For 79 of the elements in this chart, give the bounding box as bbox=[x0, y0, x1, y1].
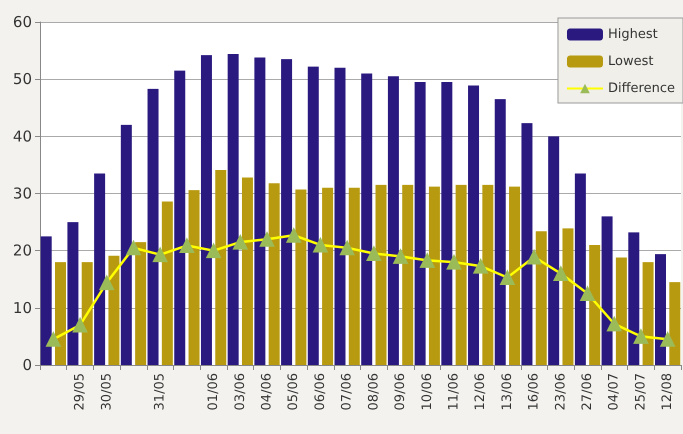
x-tick-label: 23/06 bbox=[553, 373, 568, 410]
bar bbox=[654, 254, 666, 365]
bar bbox=[376, 184, 387, 365]
bar bbox=[148, 88, 159, 365]
x-tick-label: 29/05 bbox=[72, 373, 88, 410]
x-tick-label: 13/06 bbox=[500, 373, 515, 410]
bar bbox=[94, 173, 106, 365]
bar bbox=[281, 59, 292, 365]
x-tick-label: 31/05 bbox=[152, 373, 168, 410]
y-tick-label: 30 bbox=[12, 184, 32, 202]
x-tick-label: 01/06 bbox=[206, 373, 222, 410]
y-tick-label: 20 bbox=[12, 242, 32, 260]
bar bbox=[135, 242, 146, 365]
bar bbox=[428, 186, 440, 365]
bar bbox=[120, 124, 132, 365]
bar bbox=[108, 256, 120, 365]
bar bbox=[67, 222, 78, 365]
bar bbox=[468, 85, 480, 365]
bar bbox=[308, 66, 319, 365]
bar bbox=[616, 258, 627, 365]
bar bbox=[174, 70, 186, 365]
bar bbox=[548, 136, 560, 365]
bar bbox=[40, 236, 52, 365]
bar bbox=[348, 188, 360, 365]
bar bbox=[334, 68, 346, 365]
bar bbox=[295, 190, 306, 365]
bar bbox=[200, 55, 212, 365]
bar bbox=[215, 170, 226, 365]
bar bbox=[589, 244, 600, 365]
bar bbox=[482, 184, 494, 365]
bar bbox=[242, 177, 253, 365]
x-tick-label: 09/06 bbox=[393, 373, 408, 410]
bar bbox=[268, 183, 280, 365]
x-tick-label: 05/06 bbox=[286, 373, 302, 410]
y-tick-label: 60 bbox=[12, 13, 32, 31]
bar bbox=[521, 123, 532, 365]
x-tick-label: 08/06 bbox=[366, 373, 382, 410]
x-tick-label: 03/06 bbox=[232, 373, 248, 410]
y-tick-label: 40 bbox=[12, 127, 32, 146]
bar bbox=[602, 216, 613, 365]
bar bbox=[162, 202, 173, 365]
x-tick-label: 11/06 bbox=[446, 373, 462, 410]
x-tick-label: 25/07 bbox=[633, 373, 648, 410]
x-tick-label: 07/06 bbox=[340, 373, 355, 410]
bar bbox=[82, 262, 93, 365]
x-tick-label: 12/06 bbox=[473, 373, 488, 410]
x-tick-label: 04/06 bbox=[260, 373, 275, 410]
bar bbox=[669, 282, 680, 365]
legend-label: Highest bbox=[608, 27, 658, 42]
bar bbox=[441, 82, 452, 365]
legend-label: Difference bbox=[608, 81, 676, 96]
bar bbox=[536, 231, 547, 365]
y-tick-label: 0 bbox=[22, 356, 32, 374]
bar bbox=[562, 228, 574, 365]
bar bbox=[188, 190, 200, 365]
bar bbox=[402, 184, 414, 365]
bar bbox=[456, 184, 467, 365]
bar bbox=[388, 76, 399, 365]
bar bbox=[228, 54, 239, 365]
legend-label: Lowest bbox=[608, 54, 654, 69]
x-tick-label: 27/06 bbox=[580, 373, 596, 410]
x-tick-label: 06/06 bbox=[312, 373, 328, 410]
x-tick-label: 04/07 bbox=[606, 373, 622, 410]
bar bbox=[254, 57, 266, 365]
bar bbox=[574, 173, 586, 365]
bar bbox=[628, 232, 640, 365]
x-tick-label: 30/05 bbox=[99, 373, 114, 410]
bar bbox=[642, 262, 654, 365]
bar bbox=[55, 262, 66, 365]
y-tick-label: 50 bbox=[12, 70, 32, 88]
bar bbox=[494, 99, 506, 365]
x-tick-label: 12/08 bbox=[660, 373, 676, 410]
x-tick-label: 10/06 bbox=[420, 373, 435, 410]
y-tick-label: 10 bbox=[12, 298, 32, 317]
x-tick-label: 16/06 bbox=[526, 373, 542, 410]
bar bbox=[322, 188, 334, 365]
bar bbox=[361, 73, 372, 365]
bar bbox=[414, 82, 426, 365]
bar bbox=[509, 186, 520, 365]
